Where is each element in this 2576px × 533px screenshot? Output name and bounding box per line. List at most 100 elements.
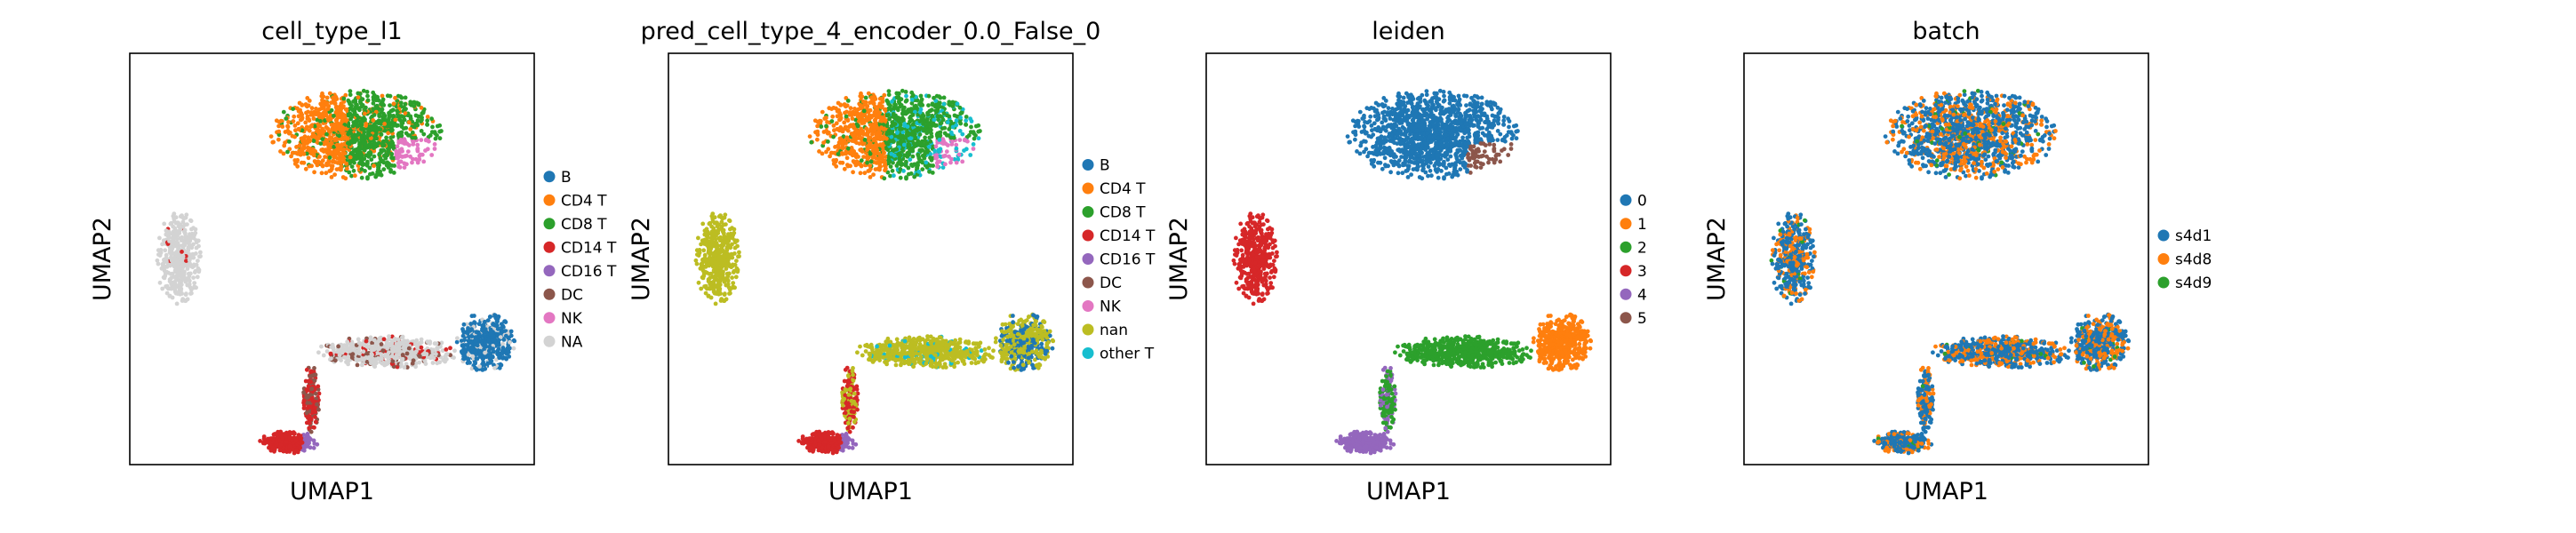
scatter-point	[382, 116, 387, 122]
scatter-point	[411, 156, 415, 162]
scatter-point	[719, 263, 724, 268]
scatter-point	[333, 149, 339, 154]
scatter-point	[503, 355, 508, 361]
scatter-point	[391, 101, 396, 107]
scatter-point	[187, 258, 192, 263]
scatter-point	[185, 222, 189, 227]
scatter-point	[380, 348, 386, 354]
scatter-point	[696, 235, 700, 241]
scatter-point	[170, 271, 175, 276]
scatter-point	[914, 128, 918, 132]
scatter-point	[297, 143, 302, 148]
scatter-point	[191, 235, 196, 240]
scatter-point	[483, 327, 488, 331]
scatter-point	[465, 342, 470, 347]
scatter-point	[828, 150, 834, 155]
scatter-point	[845, 118, 851, 123]
scatter-point	[853, 163, 859, 168]
scatter-point	[945, 120, 950, 125]
scatter-point	[293, 150, 299, 155]
scatter-point	[412, 135, 418, 140]
legend-label: CD8 T	[561, 216, 607, 234]
scatter-point	[476, 322, 482, 327]
scatter-point	[472, 320, 476, 325]
scatter-point	[388, 93, 393, 99]
scatter-point	[363, 169, 367, 173]
scatter-point	[398, 138, 404, 142]
legend-marker	[543, 171, 556, 183]
scatter-point	[866, 136, 871, 141]
scatter-point	[506, 348, 511, 354]
scatter-point	[954, 146, 959, 151]
scatter-point	[338, 128, 343, 133]
scatter-point	[958, 111, 964, 116]
scatter-point	[156, 248, 161, 253]
scatter-point	[708, 235, 714, 241]
legend-marker	[543, 218, 556, 230]
scatter-point	[851, 170, 855, 175]
scatter-point	[316, 136, 322, 140]
scatter-point	[384, 135, 388, 140]
scatter-point	[348, 131, 354, 136]
scatter-point	[875, 107, 880, 112]
legend-marker	[543, 312, 556, 324]
scatter-point	[312, 425, 316, 430]
scatter-point	[386, 165, 391, 170]
scatter-point	[292, 134, 297, 139]
scatter-point	[928, 139, 933, 144]
scatter-point	[359, 167, 364, 171]
scatter-point	[900, 126, 904, 131]
scatter-point	[947, 127, 952, 131]
scatter-point	[192, 270, 197, 274]
scatter-point	[388, 144, 393, 149]
scatter-point	[304, 410, 309, 416]
scatter-point	[337, 353, 342, 358]
scatter-point	[397, 346, 402, 351]
scatter-point	[948, 130, 954, 135]
scatter-point	[735, 269, 740, 274]
scatter-point	[866, 155, 871, 160]
scatter-point	[727, 218, 732, 223]
scatter-point	[364, 90, 370, 94]
scatter-point	[861, 108, 867, 114]
scatter-point	[194, 238, 199, 243]
scatter-point	[935, 164, 940, 170]
scatter-point	[885, 141, 891, 147]
scatter-point	[372, 347, 377, 352]
scatter-point	[299, 439, 303, 444]
scatter-point	[309, 386, 315, 392]
scatter-point	[910, 92, 916, 98]
scatter-point	[172, 231, 178, 236]
legend-label: CD14 T	[561, 239, 617, 257]
scatter-point	[186, 244, 191, 250]
scatter-point	[719, 215, 724, 220]
scatter-point	[183, 279, 188, 284]
scatter-point	[356, 340, 362, 346]
scatter-point	[700, 275, 706, 281]
scatter-point	[444, 347, 449, 352]
scatter-point	[315, 163, 320, 168]
scatter-point	[180, 263, 185, 268]
scatter-point	[468, 338, 474, 344]
scatter-point	[334, 97, 340, 101]
scatter-point	[903, 90, 908, 94]
scatter-point	[292, 158, 298, 163]
scatter-point	[332, 122, 337, 127]
scatter-point	[420, 115, 424, 120]
scatter-point	[968, 116, 972, 122]
scatter-point	[364, 122, 369, 126]
scatter-point	[348, 92, 353, 98]
scatter-point	[392, 349, 397, 354]
scatter-point	[950, 124, 956, 130]
scatter-point	[182, 298, 188, 303]
scatter-point	[844, 109, 849, 115]
scatter-point	[308, 429, 314, 434]
scatter-point	[365, 175, 370, 180]
scatter-point	[292, 450, 297, 456]
scatter-point	[476, 331, 482, 337]
scatter-point	[394, 353, 399, 358]
scatter-point	[732, 227, 737, 232]
scatter-point	[357, 351, 362, 356]
scatter-point	[329, 345, 334, 349]
